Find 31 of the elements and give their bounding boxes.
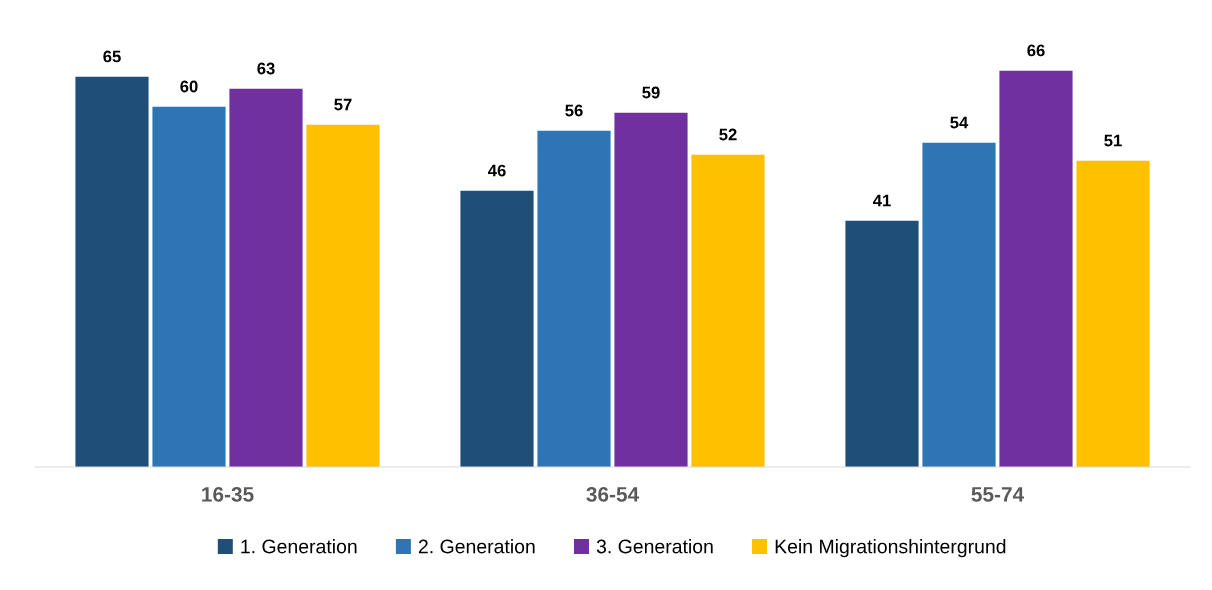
data-label: 59 [642,86,660,99]
x-tick-label: 55-74 [971,487,1025,502]
bar [460,190,534,467]
bar [75,76,149,467]
bar [922,142,996,467]
legend-label: 2. Generation [418,539,535,554]
bar [229,88,303,467]
bar [152,106,226,467]
data-label: 52 [719,128,737,141]
data-label: 51 [1104,134,1122,147]
bar [845,220,919,467]
bar [1076,160,1150,467]
data-label: 66 [1027,44,1045,57]
x-tick-label: 36-54 [586,486,640,502]
data-label: 65 [103,50,121,63]
bar [306,124,380,467]
bar [537,130,611,467]
data-label: 41 [872,194,891,207]
legend-label: Kein Migrationshintergrund [775,539,1006,558]
data-label: 46 [487,164,506,177]
data-label: 63 [257,62,275,75]
data-label: 56 [565,104,583,117]
legend-label: 1. Generation [241,539,357,554]
bar [999,70,1073,467]
legend-label: 3. Generation [596,539,713,554]
data-label: 54 [950,116,969,129]
data-label: 57 [334,98,352,111]
bar [691,154,765,467]
x-tick-label: 16-35 [202,486,254,502]
bar [614,112,688,467]
data-label: 60 [180,80,198,93]
